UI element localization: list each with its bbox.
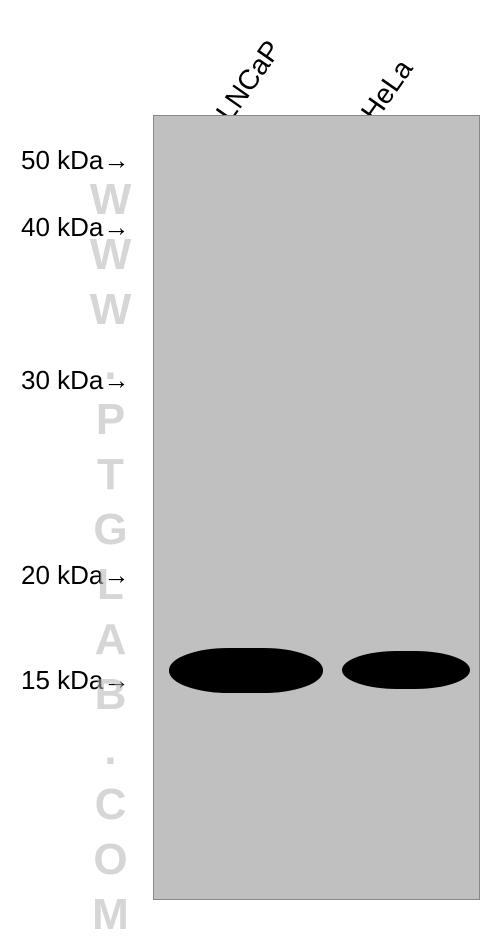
mw-label-15: 15 kDa→: [21, 665, 129, 696]
mw-label-40: 40 kDa→: [21, 212, 129, 243]
mw-label-text: 15 kDa→: [21, 665, 129, 695]
mw-label-30: 30 kDa→: [21, 365, 129, 396]
figure-container: LNCaP HeLa 50 kDa→ 40 kDa→ 30 kDa→ 20 kD…: [0, 0, 500, 940]
band-lncap: [169, 648, 323, 693]
lane-label-1: LNCaP: [210, 35, 288, 127]
blot-membrane: [153, 115, 480, 900]
band-hela: [342, 651, 470, 689]
mw-label-text: 40 kDa→: [21, 212, 129, 242]
mw-label-text: 30 kDa→: [21, 365, 129, 395]
mw-label-text: 50 kDa→: [21, 145, 129, 175]
mw-label-text: 20 kDa→: [21, 560, 129, 590]
lane-label-text: LNCaP: [210, 35, 287, 127]
mw-label-20: 20 kDa→: [21, 560, 129, 591]
mw-label-50: 50 kDa→: [21, 145, 129, 176]
